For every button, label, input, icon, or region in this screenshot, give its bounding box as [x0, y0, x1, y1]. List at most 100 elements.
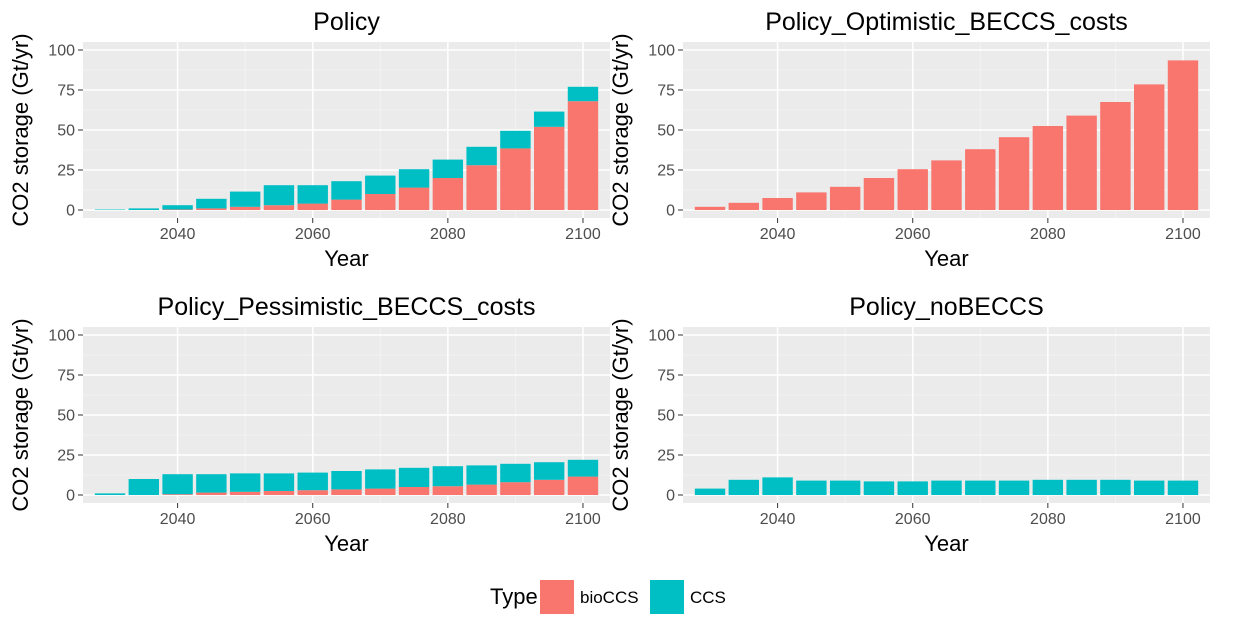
bar-bioCCS-2075 [399, 188, 429, 210]
bar-CCS-2040 [762, 477, 792, 495]
y-tick-label: 0 [666, 203, 675, 220]
y-tick-label: 75 [57, 368, 75, 385]
legend: Type bioCCS CCS [490, 580, 726, 614]
bar-CCS-2095 [534, 462, 564, 480]
panel-title: Policy_Pessimistic_BECCS_costs [158, 293, 536, 321]
bar-CCS-2085 [466, 147, 496, 165]
bar-CCS-2080 [433, 160, 463, 178]
bar-CCS-2045 [196, 474, 226, 492]
x-axis-label: Year [924, 531, 968, 556]
legend-label-CCS: CCS [690, 588, 726, 607]
y-tick-label: 25 [657, 448, 675, 465]
legend-label-bioCCS: bioCCS [580, 588, 639, 607]
bar-CCS-2045 [196, 199, 226, 209]
bar-CCS-2100 [568, 460, 598, 477]
x-tick-label: 2060 [895, 226, 931, 243]
bar-CCS-2035 [729, 480, 759, 495]
x-axis-label: Year [324, 246, 368, 271]
y-tick-label: 0 [666, 488, 675, 505]
y-tick-label: 0 [66, 203, 75, 220]
bar-CCS-2065 [331, 471, 361, 489]
bar-CCS-2030 [695, 489, 725, 495]
bar-CCS-2085 [466, 465, 496, 484]
bar-bioCCS-2100 [568, 101, 598, 210]
y-tick-label: 0 [66, 488, 75, 505]
y-tick-label: 100 [648, 43, 675, 60]
bar-bioCCS-2100 [1168, 60, 1198, 210]
x-tick-label: 2040 [160, 226, 196, 243]
bar-bioCCS-2060 [898, 169, 928, 210]
bar-CCS-2035 [129, 208, 159, 210]
y-tick-label: 100 [648, 328, 675, 345]
bar-CCS-2050 [230, 473, 260, 491]
x-tick-label: 2080 [1030, 226, 1066, 243]
y-tick-label: 75 [657, 83, 675, 100]
bar-CCS-2040 [162, 205, 192, 209]
y-tick-label: 50 [57, 123, 75, 140]
bar-bioCCS-2100 [568, 477, 598, 495]
bar-CCS-2065 [931, 481, 961, 495]
bar-CCS-2035 [129, 479, 159, 495]
y-axis-label: CO2 storage (Gt/yr) [8, 33, 33, 226]
bar-bioCCS-2045 [196, 208, 226, 210]
bar-CCS-2100 [1168, 481, 1198, 495]
bar-bioCCS-2080 [433, 486, 463, 495]
panel-title: Policy_noBECCS [849, 293, 1044, 321]
y-tick-label: 50 [657, 123, 675, 140]
x-tick-label: 2060 [895, 511, 931, 528]
bar-CCS-2095 [1134, 481, 1164, 495]
y-tick-label: 50 [657, 408, 675, 425]
bar-CCS-2050 [830, 481, 860, 495]
bar-CCS-2070 [365, 176, 395, 194]
x-tick-label: 2040 [760, 511, 796, 528]
y-tick-label: 75 [657, 368, 675, 385]
x-tick-label: 2100 [565, 511, 601, 528]
bar-bioCCS-2055 [864, 178, 894, 210]
bar-CCS-2070 [965, 481, 995, 495]
bar-bioCCS-2045 [196, 493, 226, 495]
legend-swatch-CCS [650, 580, 684, 614]
legend-title: Type [490, 584, 538, 609]
y-tick-label: 100 [48, 43, 75, 60]
x-tick-label: 2080 [430, 511, 466, 528]
y-axis-label: CO2 storage (Gt/yr) [608, 318, 633, 511]
bar-CCS-2090 [1100, 480, 1130, 495]
x-tick-label: 2100 [1165, 226, 1201, 243]
bar-CCS-2075 [399, 468, 429, 487]
y-tick-label: 25 [57, 448, 75, 465]
bar-bioCCS-2070 [365, 194, 395, 210]
y-tick-label: 25 [657, 163, 675, 180]
bar-bioCCS-2080 [1033, 126, 1063, 210]
bar-bioCCS-2070 [965, 149, 995, 210]
bar-CCS-2055 [864, 481, 894, 495]
x-tick-label: 2100 [565, 226, 601, 243]
bar-bioCCS-2075 [999, 137, 1029, 210]
bar-bioCCS-2085 [1066, 116, 1096, 210]
bar-bioCCS-2055 [264, 491, 294, 495]
bar-CCS-2070 [365, 469, 395, 488]
bar-bioCCS-2060 [298, 490, 328, 495]
bar-bioCCS-2095 [534, 127, 564, 210]
x-tick-label: 2040 [160, 511, 196, 528]
panel-title: Policy [313, 8, 380, 36]
bar-bioCCS-2075 [399, 487, 429, 495]
bar-CCS-2060 [298, 473, 328, 491]
bar-bioCCS-2070 [365, 489, 395, 495]
bar-CCS-2075 [999, 481, 1029, 495]
x-tick-label: 2100 [1165, 511, 1201, 528]
bar-CCS-2075 [399, 169, 429, 187]
bar-bioCCS-2045 [796, 192, 826, 210]
x-tick-label: 2060 [295, 226, 331, 243]
y-tick-label: 50 [57, 408, 75, 425]
x-tick-label: 2080 [430, 226, 466, 243]
bar-CCS-2040 [162, 474, 192, 494]
bar-CCS-2045 [796, 481, 826, 495]
bar-bioCCS-2090 [500, 148, 530, 210]
bar-CCS-2060 [898, 481, 928, 495]
